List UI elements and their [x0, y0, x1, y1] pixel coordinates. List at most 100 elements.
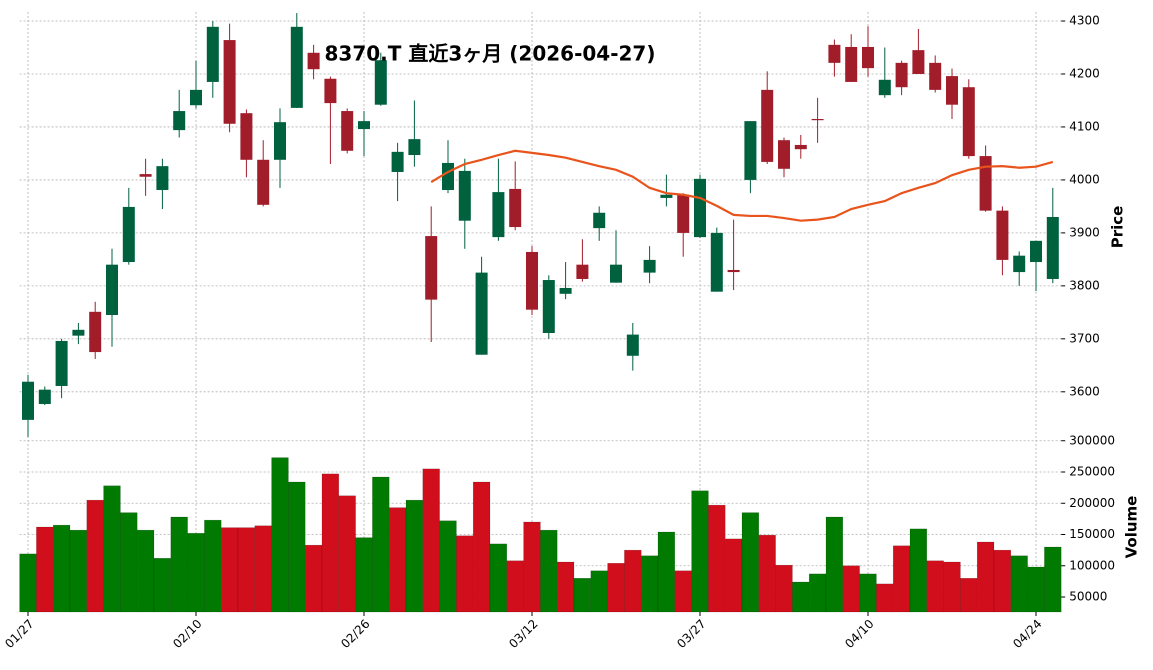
volume-bar: [237, 527, 256, 613]
candle-body: [458, 170, 471, 221]
marks: [19, 13, 1062, 613]
candle-body: [895, 62, 908, 88]
candle-body: [55, 340, 68, 386]
volume-bar: [288, 481, 306, 613]
candle-body: [996, 210, 1009, 260]
candle-body: [626, 334, 639, 356]
candle-body: [106, 264, 118, 315]
volume-bar: [120, 512, 138, 613]
candle-body: [22, 381, 34, 420]
volume-bar: [607, 563, 625, 613]
y-tick-label: 3700: [1069, 331, 1100, 345]
volume-bar: [556, 561, 575, 613]
candle-body: [542, 280, 555, 333]
volume-bar: [19, 553, 37, 613]
candle-body: [811, 119, 824, 121]
volume-bar: [153, 558, 172, 613]
volume-bar: [960, 578, 978, 613]
x-tick-label: 04/24: [1010, 617, 1044, 651]
y-tick-label: 3900: [1069, 225, 1100, 239]
candle-body: [223, 40, 236, 124]
candle-body: [374, 60, 387, 105]
volume-bar: [204, 519, 222, 613]
volume-bar: [708, 504, 726, 613]
candle-body: [576, 264, 589, 279]
x-tick-label: 04/10: [842, 617, 876, 651]
y-tick-label: 4100: [1069, 119, 1100, 133]
candle-body: [307, 52, 320, 70]
volume-bar: [321, 473, 340, 613]
y-axis-label: Price: [1109, 206, 1127, 249]
volume-bar: [187, 533, 205, 613]
volume-bar: [859, 573, 877, 613]
volume-bar: [86, 499, 104, 613]
volume-bar: [993, 549, 1012, 613]
x-tick-label: 02/10: [170, 617, 204, 651]
candle-body: [946, 76, 958, 105]
candle-body: [526, 251, 538, 310]
volume-bar: [775, 564, 793, 613]
volume-bar: [674, 570, 692, 613]
candle-body: [408, 139, 421, 156]
moving-average-line: [430, 149, 1054, 222]
volume-bar: [170, 516, 188, 613]
candle-body: [425, 236, 438, 300]
volume-bar: [355, 537, 373, 613]
volume-bar: [136, 529, 155, 613]
volume-bar: [657, 531, 676, 613]
candle-body: [38, 389, 51, 404]
candle-body: [509, 188, 522, 228]
candle-body: [610, 264, 622, 283]
volume-bar: [976, 541, 995, 613]
candle-body: [744, 121, 757, 180]
chart-title: 8370.T 直近3ヶ月 (2026-04-27): [325, 42, 656, 66]
y-tick-label: 200000: [1069, 496, 1115, 510]
candle-body: [492, 192, 505, 238]
y-tick-label: 250000: [1069, 465, 1115, 479]
candle-body: [156, 166, 169, 190]
candle-body: [794, 144, 807, 150]
candle-body: [1046, 216, 1059, 279]
volume-bar: [624, 549, 642, 613]
volume-bar: [439, 520, 457, 613]
x-tick-label: 02/26: [338, 617, 372, 651]
candle-body: [559, 287, 572, 294]
candle-body: [475, 272, 488, 355]
x-tick-label: 01/27: [2, 617, 36, 651]
candle-body: [1030, 240, 1042, 263]
candle-body: [324, 78, 337, 104]
volume-bar: [573, 578, 592, 613]
candle-body: [962, 87, 975, 157]
candle-body: [929, 62, 942, 90]
volume-bar: [69, 529, 88, 613]
candle-body: [677, 194, 690, 233]
volume-bar: [422, 468, 440, 613]
volume-bar: [523, 521, 541, 613]
candle-body: [240, 113, 253, 160]
candle-body: [1013, 255, 1026, 273]
volume-bar: [590, 570, 608, 613]
volume-bar: [825, 516, 844, 613]
candle-body: [778, 140, 790, 169]
volume-bar: [892, 545, 911, 613]
volume-bar: [808, 573, 827, 613]
candle-body: [290, 26, 303, 108]
volume-bar: [489, 543, 508, 613]
volume-bar: [304, 544, 323, 613]
candle-body: [206, 26, 219, 82]
volume-bar: [691, 490, 709, 613]
volume-bar: [943, 561, 961, 613]
volume-bar: [792, 581, 810, 613]
y-tick-label: 150000: [1069, 527, 1115, 541]
candle-body: [845, 46, 858, 82]
x-tick-label: 03/27: [674, 617, 708, 651]
volume-bar: [103, 485, 121, 613]
candle-body: [190, 89, 202, 106]
volume-bar: [388, 507, 407, 613]
candle-body: [727, 269, 740, 273]
y-tick-label: 100000: [1069, 558, 1115, 572]
candle-body: [862, 46, 874, 69]
y-tick-label: 3800: [1069, 278, 1100, 292]
candle-body: [660, 194, 673, 198]
